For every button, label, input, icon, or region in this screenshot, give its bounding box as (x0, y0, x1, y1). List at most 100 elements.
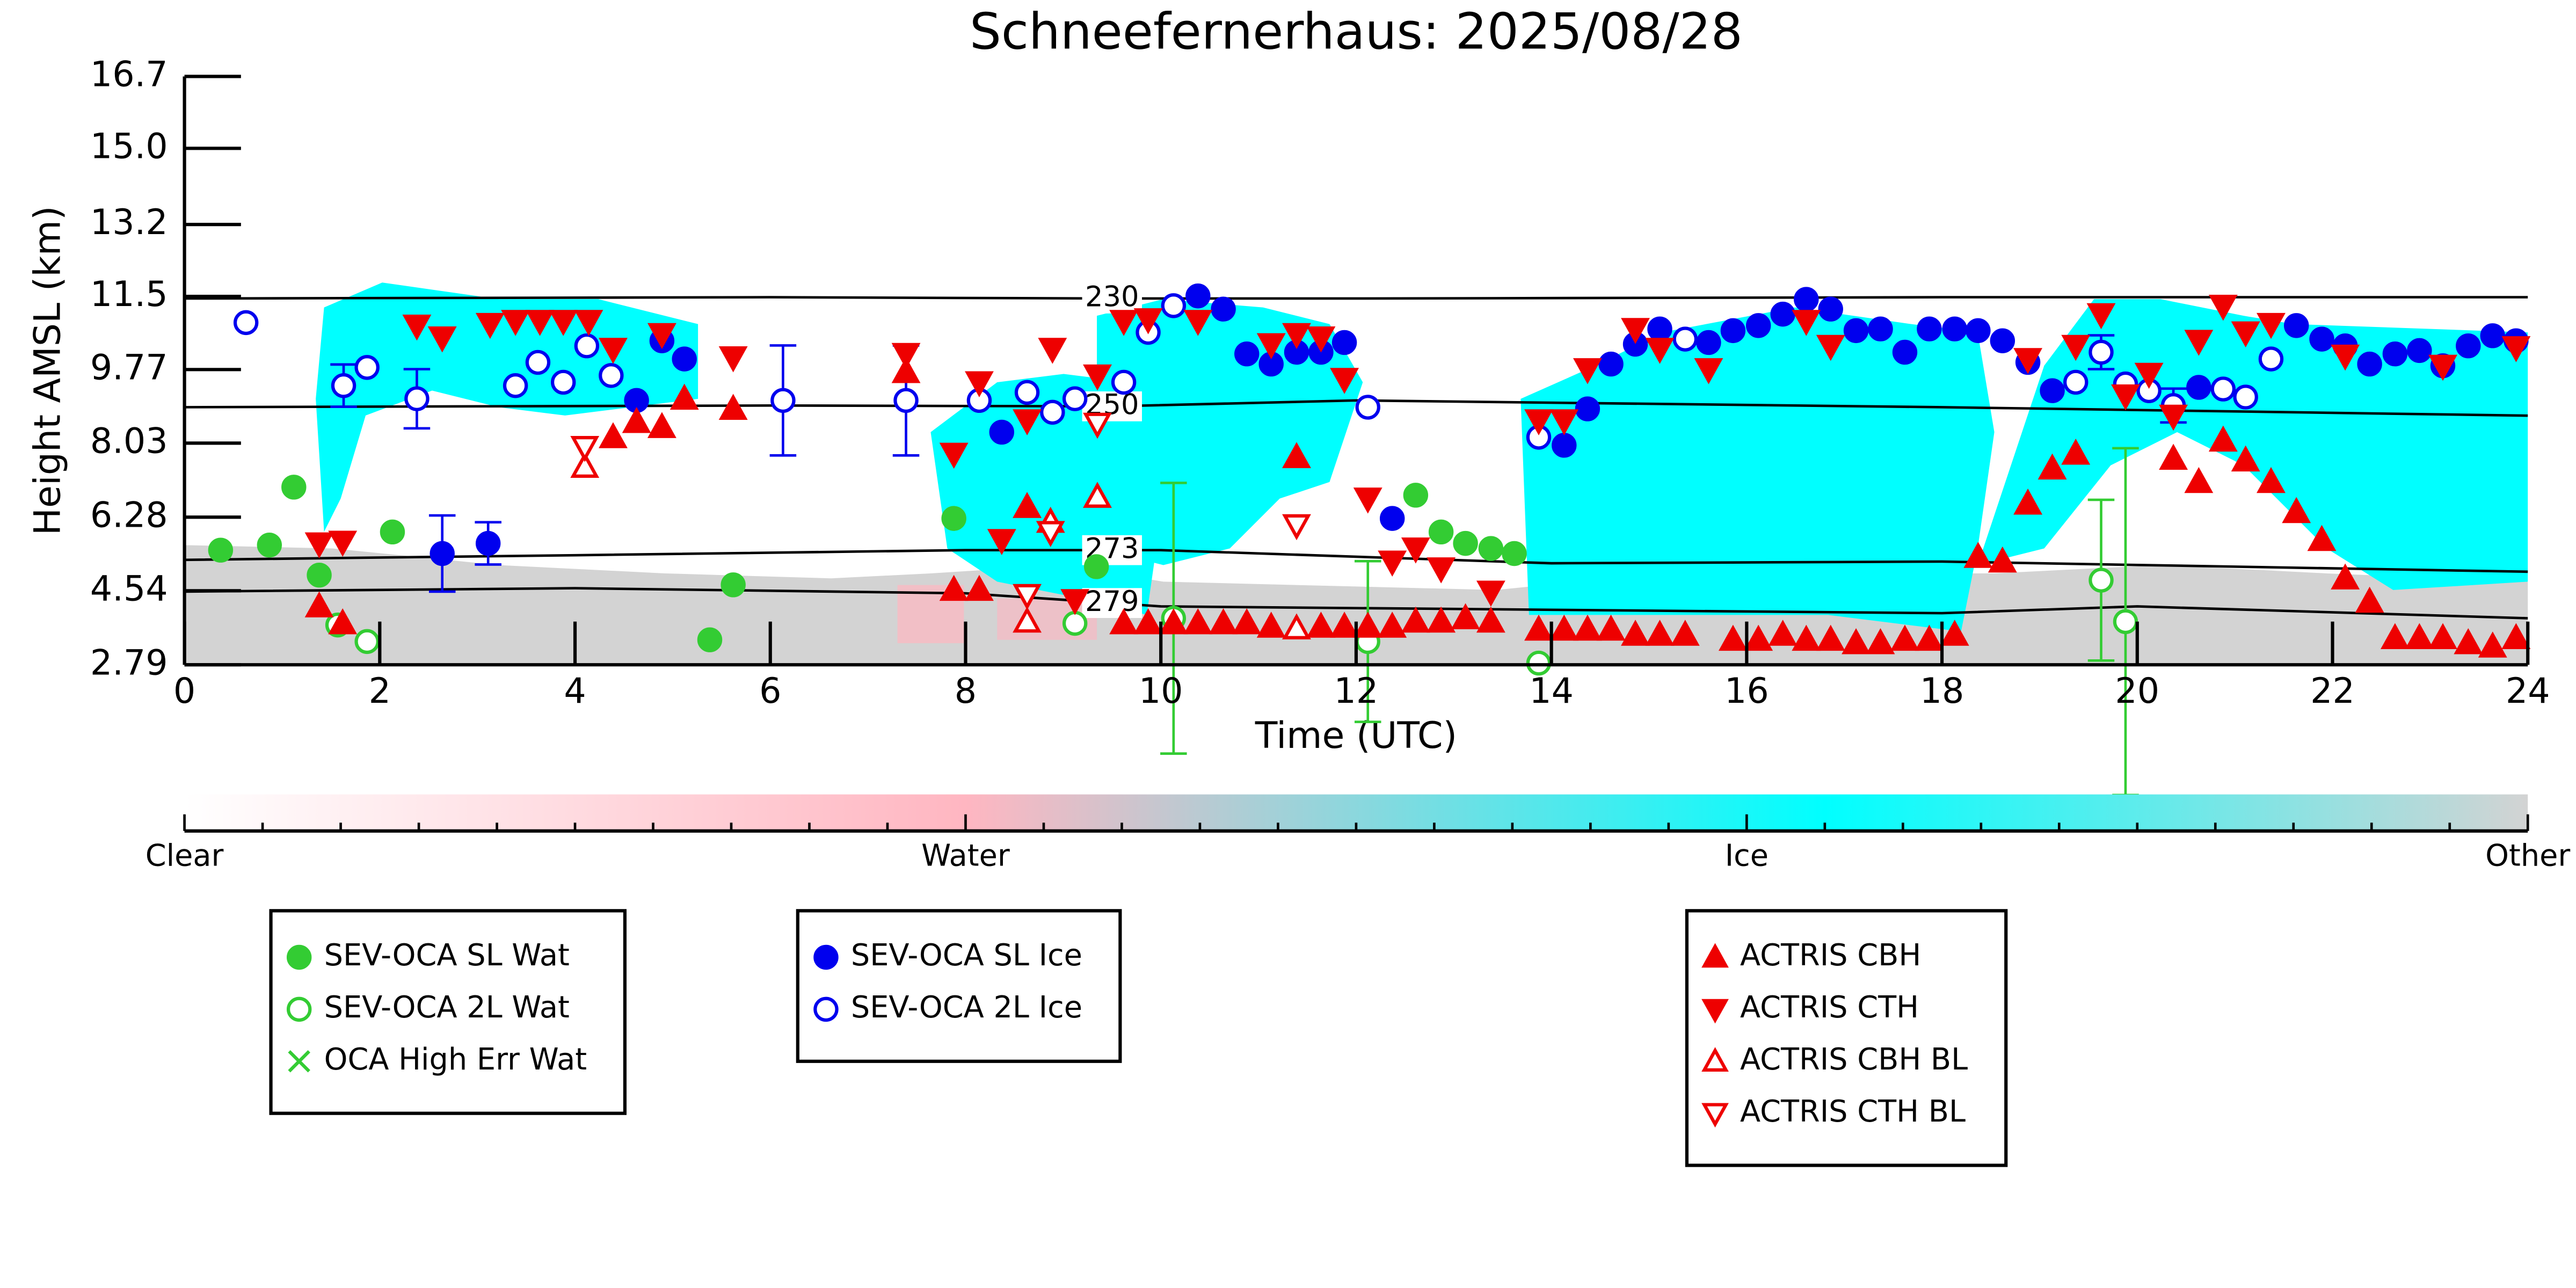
legend-box (269, 909, 627, 1115)
data-point (1843, 318, 1869, 344)
legend-marker (813, 944, 839, 970)
data-point (1403, 483, 1429, 508)
data-point (1573, 358, 1602, 384)
data-point (2040, 378, 2065, 403)
data-point (647, 323, 676, 350)
data-point (427, 326, 457, 353)
data-point (1842, 628, 1871, 654)
data-point (501, 310, 530, 336)
data-point (1792, 310, 1821, 336)
data-point (257, 533, 282, 558)
data-point (1647, 316, 1672, 341)
data-point (1161, 293, 1187, 318)
data-point (2086, 303, 2116, 330)
data-point (380, 519, 405, 545)
data-point (404, 386, 430, 411)
data-point (1694, 358, 1723, 384)
data-point (1062, 610, 1088, 636)
data-point (1401, 606, 1430, 633)
data-point (672, 346, 697, 372)
x-tick-label: 10 (1139, 671, 1183, 711)
data-point (1552, 433, 1577, 458)
data-point (2210, 376, 2236, 402)
data-point (2063, 369, 2089, 395)
data-point (1159, 608, 1188, 635)
data-point (647, 412, 676, 438)
data-point (475, 312, 505, 339)
data-point (1621, 620, 1650, 646)
data-point (1282, 613, 1311, 639)
data-point (2405, 623, 2434, 649)
data-point (1013, 409, 1042, 435)
data-point (1573, 614, 1602, 641)
legend-label: ACTRIS CBH (1740, 938, 1921, 973)
data-point (697, 627, 723, 652)
data-point (2061, 439, 2091, 465)
data-point (1040, 399, 1065, 425)
data-point (599, 422, 628, 448)
data-point (574, 333, 600, 359)
data-point (1524, 409, 1553, 435)
data-point (2480, 323, 2505, 348)
data-point (2089, 567, 2114, 593)
data-point (941, 506, 966, 531)
data-point (1038, 338, 1067, 364)
data-point (1109, 608, 1139, 635)
data-point (208, 537, 234, 563)
data-point (331, 373, 356, 398)
legend-marker (286, 996, 312, 1022)
data-point (1282, 442, 1311, 468)
data-point (939, 574, 969, 601)
data-point (2257, 312, 2286, 339)
data-point (1133, 308, 1163, 334)
colorbar-label: Clear (145, 838, 224, 873)
colorbar-label: Water (921, 838, 1010, 873)
data-point (1670, 620, 1700, 646)
data-point (354, 355, 380, 380)
data-point (2454, 628, 2483, 654)
x-tick-label: 18 (1920, 671, 1964, 711)
data-point (1062, 386, 1088, 411)
data-point (1256, 333, 1286, 360)
x-tick-label: 0 (173, 671, 195, 711)
data-point (2134, 362, 2164, 389)
data-point (1476, 580, 1505, 607)
legend-marker (1701, 1047, 1729, 1072)
legend-marker (286, 944, 312, 970)
data-point (2184, 330, 2214, 356)
data-point (1014, 380, 1040, 405)
legends: SEV-OCA SL Wat SEV-OCA 2L Wat OCA High Err… (269, 909, 2008, 1167)
data-point (1526, 650, 1552, 676)
data-point (965, 574, 994, 601)
data-point (1109, 310, 1139, 336)
data-point (893, 388, 919, 413)
data-point (1502, 541, 1527, 566)
isotherm-label: 230 (1085, 281, 1139, 314)
data-point (2501, 623, 2531, 649)
data-point (475, 530, 501, 556)
data-point (1306, 326, 1336, 353)
y-tick-label: 15.0 (90, 126, 168, 166)
data-point (1868, 316, 1893, 341)
data-point (2159, 443, 2188, 470)
colorbar-label: Other (2485, 838, 2570, 873)
data-point (965, 371, 994, 397)
data-point (1744, 624, 1773, 651)
data-point (1083, 554, 1109, 579)
data-point (1427, 557, 1456, 584)
data-point (1942, 316, 1967, 341)
data-point (2407, 338, 2432, 363)
x-tick-label: 24 (2506, 671, 2550, 711)
data-point (2257, 467, 2286, 493)
data-point (1890, 624, 1919, 651)
data-point (1794, 287, 1819, 312)
data-point (1645, 338, 1675, 364)
legend-label: SEV-OCA SL Wat (324, 938, 570, 973)
data-point (1672, 326, 1698, 352)
data-point (1111, 369, 1137, 395)
data-point (2501, 336, 2531, 362)
data-point (1645, 620, 1675, 646)
data-point (549, 310, 578, 336)
y-tick-label: 11.5 (90, 274, 168, 315)
